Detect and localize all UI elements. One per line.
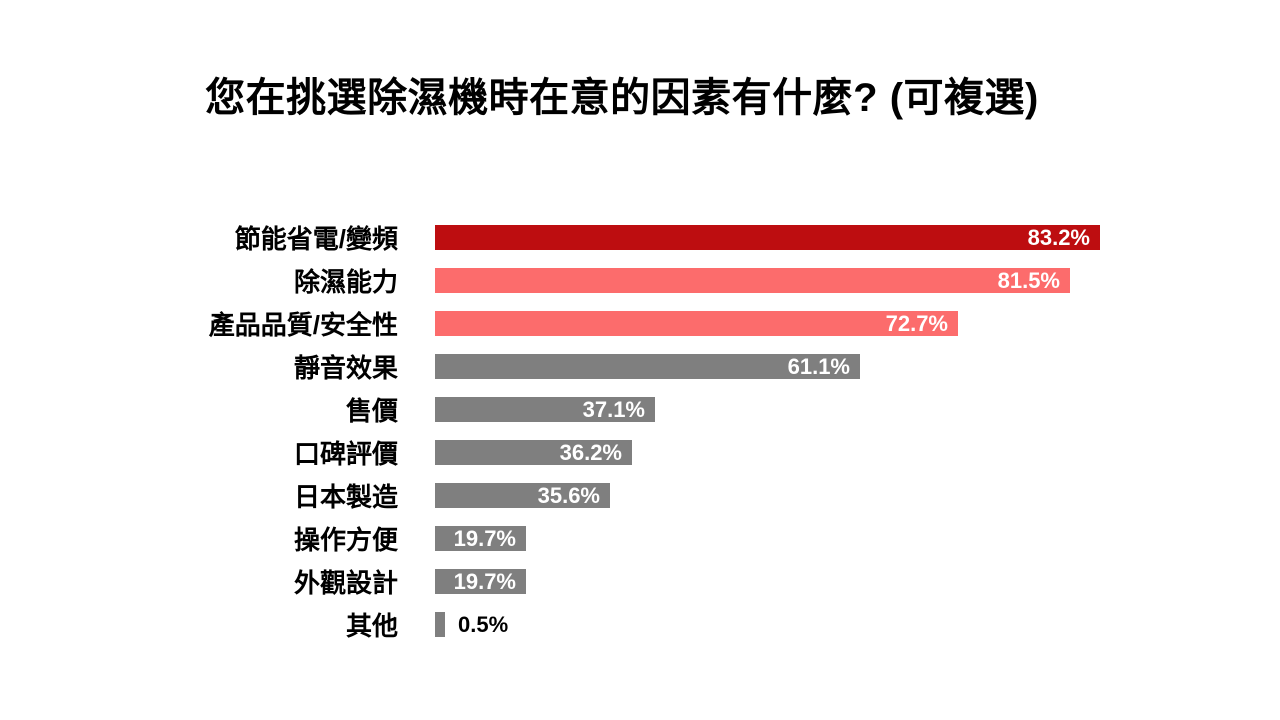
bar: 72.7% [435, 311, 958, 336]
chart-row: 外觀設計 19.7% [0, 560, 1280, 603]
category-label: 節能省電/變頻 [234, 224, 398, 254]
bar: 19.7% [435, 526, 526, 551]
category-label: 除濕能力 [293, 267, 398, 297]
bar: 61.1% [435, 354, 860, 379]
category-label: 售價 [345, 396, 398, 426]
category-label: 靜音效果 [293, 353, 398, 383]
bar: 83.2% [435, 225, 1100, 250]
bar: 35.6% [435, 483, 610, 508]
chart-row: 售價 37.1% [0, 388, 1280, 431]
bar [435, 612, 445, 637]
category-label: 日本製造 [293, 482, 398, 512]
category-label: 口碑評價 [293, 439, 398, 469]
value-label: 81.5% [997, 267, 1060, 293]
bar: 81.5% [435, 268, 1070, 293]
chart-row: 口碑評價 36.2% [0, 431, 1280, 474]
value-label: 61.1% [787, 353, 850, 379]
bar-area: 81.5% [435, 268, 1280, 293]
chart-row: 其他 0.5% [0, 603, 1280, 646]
value-label: 72.7% [885, 310, 948, 336]
chart-row: 日本製造 35.6% [0, 474, 1280, 517]
category-label: 產品品質/安全性 [208, 310, 398, 340]
value-label: 83.2% [1027, 224, 1090, 250]
bar-area: 0.5% [435, 612, 1280, 637]
bar-area: 19.7% [435, 526, 1280, 551]
value-label: 19.7% [453, 525, 516, 551]
bar-area: 83.2% [435, 225, 1280, 250]
value-label: 35.6% [537, 482, 600, 508]
category-label: 其他 [345, 611, 398, 641]
chart-row: 靜音效果 61.1% [0, 345, 1280, 388]
value-label: 19.7% [453, 568, 516, 594]
bar-area: 37.1% [435, 397, 1280, 422]
chart-title: 您在挑選除濕機時在意的因素有什麼? (可複選) [205, 76, 1039, 120]
bar-area: 35.6% [435, 483, 1280, 508]
chart-row: 產品品質/安全性 72.7% [0, 302, 1280, 345]
bar: 36.2% [435, 440, 632, 465]
chart-row: 除濕能力 81.5% [0, 259, 1280, 302]
value-label: 0.5% [458, 611, 509, 637]
chart-row: 操作方便 19.7% [0, 517, 1280, 560]
bar-area: 36.2% [435, 440, 1280, 465]
value-label: 36.2% [559, 439, 622, 465]
bar: 19.7% [435, 569, 526, 594]
bar-area: 72.7% [435, 311, 1280, 336]
value-label: 37.1% [582, 396, 645, 422]
chart-row: 節能省電/變頻 83.2% [0, 216, 1280, 259]
bar: 37.1% [435, 397, 655, 422]
bar-area: 61.1% [435, 354, 1280, 379]
category-label: 操作方便 [293, 525, 398, 555]
bar-chart: 節能省電/變頻 83.2% 除濕能力 81.5% 產品品質/安全性 72.7% 靜音效果 61… [0, 216, 1280, 646]
category-label: 外觀設計 [293, 568, 398, 598]
bar-area: 19.7% [435, 569, 1280, 594]
